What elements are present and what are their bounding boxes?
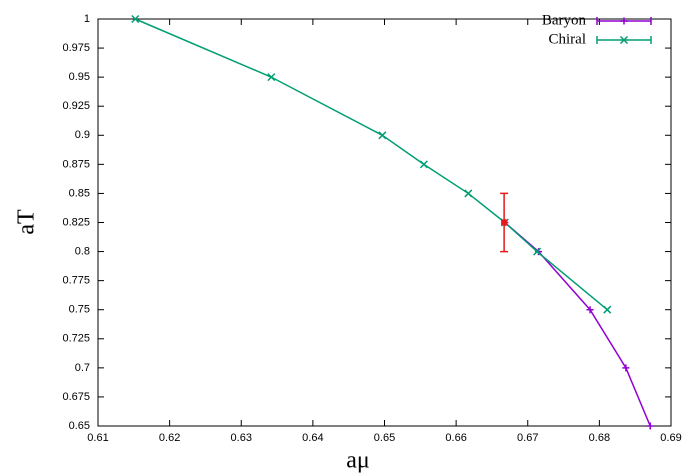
y-tick-label: 0.975 — [62, 42, 90, 54]
plot-frame — [97, 18, 672, 427]
x-tick-label: 0.63 — [231, 432, 252, 444]
point-marker — [419, 160, 428, 169]
legend-ends — [596, 17, 652, 25]
series-line — [504, 221, 651, 427]
y-tick-label: 0.675 — [62, 391, 90, 403]
x-tick-label: 0.62 — [159, 432, 180, 444]
legend-ends — [596, 36, 652, 44]
x-tick-label: 0.69 — [660, 432, 681, 444]
y-tick-label: 0.875 — [62, 158, 90, 170]
point-marker — [622, 364, 630, 372]
point-marker — [267, 73, 276, 82]
point-marker — [646, 422, 654, 430]
error-point — [501, 219, 508, 226]
legend-label: Baryon — [542, 12, 587, 28]
y-axis-label: aT — [14, 209, 40, 235]
y-tick-label: 0.95 — [69, 71, 90, 83]
series-line — [134, 18, 608, 311]
y-tick-label: 0.65 — [69, 420, 90, 432]
x-tick-label: 0.67 — [517, 432, 538, 444]
point-marker — [586, 306, 594, 314]
x-axis-label: aμ — [346, 448, 370, 474]
x-tick-label: 0.65 — [374, 432, 395, 444]
point-marker — [464, 189, 473, 198]
legend-label: Chiral — [549, 31, 587, 47]
point-marker — [378, 131, 387, 140]
point-marker — [603, 305, 612, 314]
y-tick-label: 0.925 — [62, 100, 90, 112]
x-tick-label: 0.61 — [87, 432, 108, 444]
y-tick-label: 0.775 — [62, 275, 90, 287]
x-tick-label: 0.64 — [302, 432, 323, 444]
y-tick-label: 0.8 — [75, 245, 90, 257]
y-tick-label: 0.9 — [75, 129, 90, 141]
x-tick-label: 0.68 — [589, 432, 610, 444]
point-marker — [131, 14, 140, 24]
y-tick-label: 0.7 — [75, 362, 90, 374]
y-tick-label: 0.75 — [69, 304, 90, 316]
y-tick-label: 0.725 — [62, 333, 90, 345]
y-tick-label: 0.85 — [69, 187, 90, 199]
y-tick-label: 0.825 — [62, 216, 90, 228]
legend-marker — [619, 35, 629, 45]
y-tick-label: 1 — [84, 13, 90, 25]
legend-marker — [620, 17, 628, 25]
point-marker — [533, 247, 542, 256]
x-tick-label: 0.66 — [445, 432, 466, 444]
